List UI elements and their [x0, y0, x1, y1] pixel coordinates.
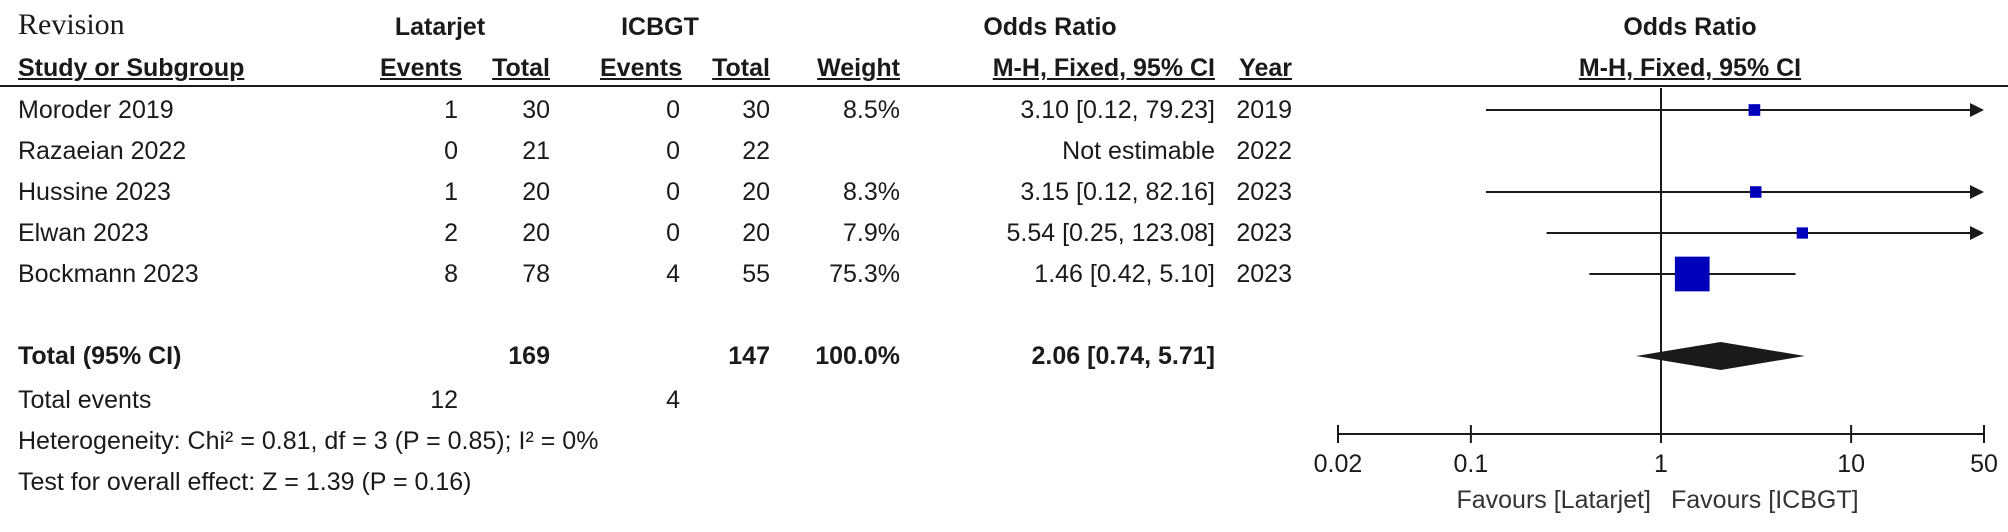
study-weight: 7.9% — [843, 219, 900, 247]
study-weight: 75.3% — [829, 260, 900, 288]
favours-left-label: Favours [Latarjet] — [1456, 486, 1651, 514]
group2-total-sum: 147 — [728, 342, 770, 370]
favours-right-label: Favours [ICBGT] — [1671, 486, 1859, 514]
group1-total: 20 — [522, 219, 550, 247]
group2-events: 0 — [666, 96, 680, 124]
study-name: Bockmann 2023 — [18, 260, 199, 288]
x-tick-label: 0.1 — [1454, 450, 1489, 478]
group1-events-sum: 12 — [430, 386, 458, 414]
study-weight: 8.5% — [843, 96, 900, 124]
group2-total: 22 — [742, 137, 770, 165]
study-name: Elwan 2023 — [18, 219, 149, 247]
study-ci: 1.46 [0.42, 5.10] — [1034, 260, 1215, 288]
study-marker — [1749, 186, 1762, 198]
group2-events: 0 — [666, 178, 680, 206]
ci-arrow — [1970, 185, 1984, 199]
group2-total-header: Total — [712, 54, 770, 82]
group2-events: 4 — [666, 260, 680, 288]
heterogeneity-text: Heterogeneity: Chi² = 0.81, df = 3 (P = … — [18, 427, 599, 455]
group1-events-header: Events — [380, 54, 462, 82]
ci-arrow — [1970, 103, 1984, 117]
study-column-header: Study or Subgroup — [18, 54, 245, 82]
plot-title: Odds Ratio — [1623, 13, 1757, 41]
study-ci: 5.54 [0.25, 123.08] — [1006, 219, 1215, 247]
ci-arrow — [1970, 226, 1984, 240]
plot-method-header: M-H, Fixed, 95% CI — [1578, 54, 1802, 82]
group2-total: 30 — [742, 96, 770, 124]
group2-total: 20 — [742, 178, 770, 206]
x-tick-label: 50 — [1970, 450, 1998, 478]
study-year: 2022 — [1236, 137, 1292, 165]
header-divider — [0, 85, 2008, 87]
x-tick-label: 10 — [1837, 450, 1865, 478]
group1-header: Latarjet — [394, 13, 486, 41]
section-label: Revision — [18, 8, 125, 41]
or-column-title: Odds Ratio — [983, 13, 1117, 41]
total-label: Total (95% CI) — [18, 342, 182, 370]
study-marker — [1748, 104, 1761, 116]
total-weight: 100.0% — [815, 342, 900, 370]
overall-effect-text: Test for overall effect: Z = 1.39 (P = 0… — [18, 468, 472, 496]
x-tick-label: 0.02 — [1314, 450, 1363, 478]
study-year: 2023 — [1236, 219, 1292, 247]
group2-events-sum: 4 — [666, 386, 680, 414]
group1-total: 20 — [522, 178, 550, 206]
study-name: Razaeian 2022 — [18, 137, 187, 165]
study-name: Hussine 2023 — [18, 178, 171, 206]
study-ci: 3.15 [0.12, 82.16] — [1020, 178, 1215, 206]
group1-events: 8 — [444, 260, 458, 288]
group2-header: ICBGT — [621, 13, 699, 41]
study-ci: 3.10 [0.12, 79.23] — [1020, 96, 1215, 124]
group2-total: 55 — [742, 260, 770, 288]
study-year: 2023 — [1236, 178, 1292, 206]
group2-events-header: Events — [600, 54, 682, 82]
study-name: Moroder 2019 — [18, 96, 174, 124]
group2-events: 0 — [666, 219, 680, 247]
group1-total-sum: 169 — [508, 342, 550, 370]
group2-total: 20 — [742, 219, 770, 247]
group1-total-header: Total — [492, 54, 550, 82]
group1-events: 1 — [444, 178, 458, 206]
total-events-label: Total events — [18, 386, 152, 414]
study-marker — [1674, 256, 1710, 292]
year-header: Year — [1239, 54, 1292, 82]
x-tick-label: 1 — [1654, 450, 1668, 478]
study-year: 2019 — [1236, 96, 1292, 124]
group1-events: 1 — [444, 96, 458, 124]
group1-events: 2 — [444, 219, 458, 247]
group1-events: 0 — [444, 137, 458, 165]
study-marker — [1796, 227, 1808, 239]
study-weight: 8.3% — [843, 178, 900, 206]
or-method-header: M-H, Fixed, 95% CI — [992, 54, 1215, 82]
group1-total: 30 — [522, 96, 550, 124]
pooled-diamond — [1636, 342, 1805, 370]
weight-header: Weight — [817, 54, 900, 82]
study-year: 2023 — [1236, 260, 1292, 288]
group1-total: 78 — [522, 260, 550, 288]
total-ci: 2.06 [0.74, 5.71] — [1031, 342, 1215, 370]
study-ci: Not estimable — [1062, 137, 1215, 165]
group2-events: 0 — [666, 137, 680, 165]
group1-total: 21 — [522, 137, 550, 165]
